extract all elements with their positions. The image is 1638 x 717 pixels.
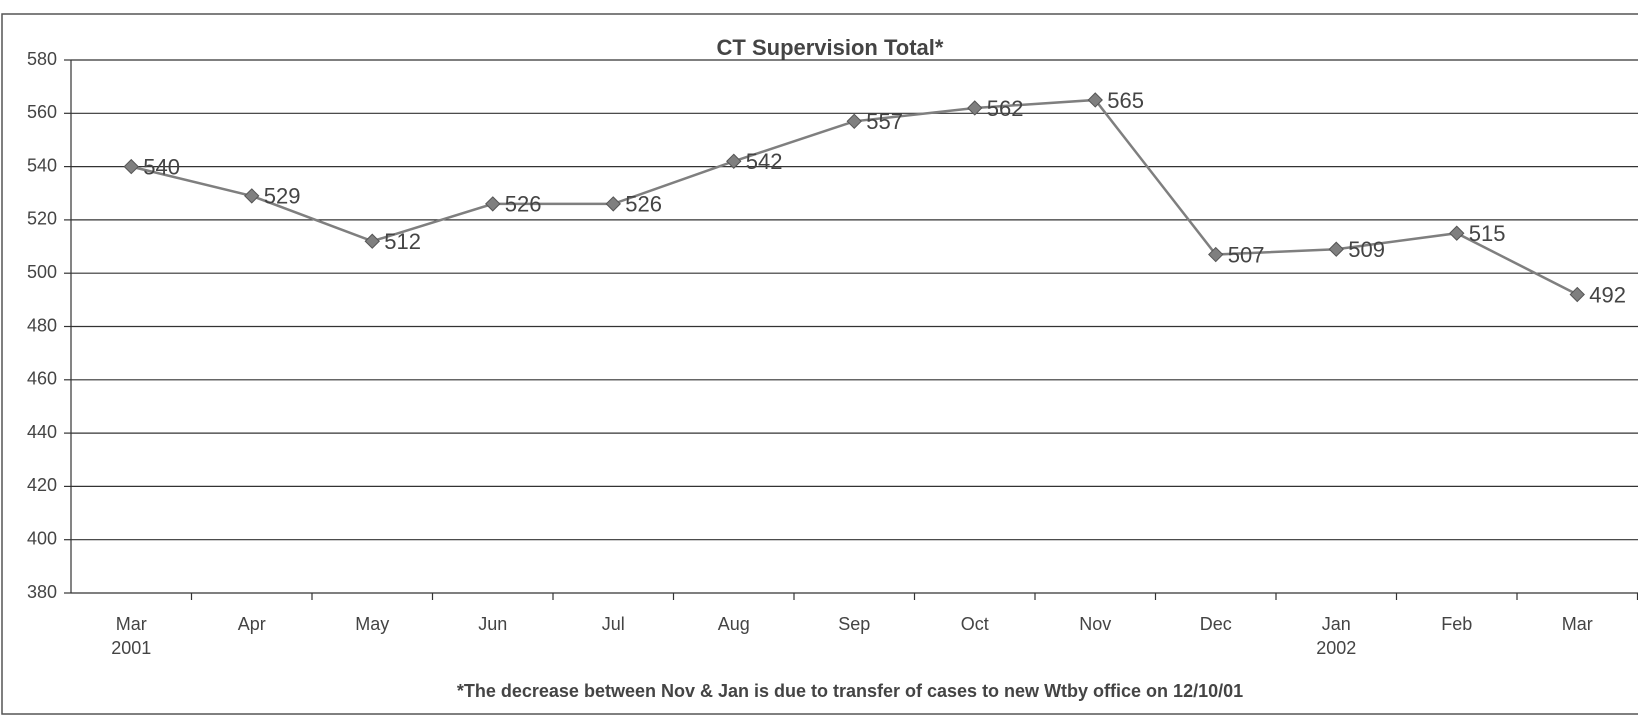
x-tick-label: Dec (1200, 614, 1232, 634)
chart-title: CT Supervision Total* (717, 35, 944, 60)
x-tick-label-line: 2001 (111, 638, 151, 658)
data-label: 540 (143, 154, 180, 179)
marker (846, 113, 862, 130)
x-tick-label-line: Mar (116, 614, 147, 634)
x-tick-label: Aug (718, 614, 750, 634)
y-tick-label: 560 (27, 102, 57, 122)
data-label: 557 (866, 109, 903, 134)
chart-frame (1, 13, 1638, 715)
marker (726, 153, 742, 169)
y-tick-label: 400 (27, 528, 57, 548)
marker (1328, 241, 1344, 257)
data-label: 509 (1348, 237, 1385, 262)
x-tick-label: Jan 2002 (1316, 614, 1356, 658)
y-tick-label: 460 (27, 369, 57, 389)
data-label: 512 (384, 229, 421, 254)
y-tick-label: 380 (27, 582, 57, 602)
y-tick-label: 420 (27, 475, 57, 495)
line (130, 98, 1578, 296)
data-label: 507 (1228, 242, 1265, 267)
y-tick-label: 540 (27, 155, 57, 175)
marker (244, 188, 260, 204)
data-label: 526 (625, 192, 662, 217)
marker (967, 100, 983, 116)
data-label: 515 (1469, 221, 1506, 246)
x-tick-label: Mar (1562, 614, 1593, 634)
x-tick-label: Sep (838, 614, 870, 634)
y-tick-label: 580 (27, 49, 57, 69)
marker (485, 196, 501, 212)
marker (1208, 246, 1224, 263)
x-tick-label-line: Jan (1322, 614, 1351, 634)
data-label: 565 (1107, 88, 1144, 113)
x-tick-label: Oct (961, 614, 989, 634)
x-tick-label-line: 2002 (1316, 638, 1356, 658)
annotation: *The decrease between Nov & Jan is due t… (457, 681, 1243, 701)
x-tick-label: May (355, 614, 389, 634)
marker (1569, 286, 1585, 303)
data-label: 492 (1589, 282, 1626, 307)
y-tick-label: 480 (27, 315, 57, 335)
x-tick-label: Mar 2001 (111, 614, 151, 658)
marker (364, 233, 380, 249)
y-tick-label: 440 (27, 422, 57, 442)
x-tick-label: Apr (238, 614, 266, 634)
y-tick-label: 520 (27, 209, 57, 229)
y-tick-label: 500 (27, 262, 57, 282)
marker (605, 196, 621, 212)
data-label: 526 (505, 192, 542, 217)
marker (1449, 225, 1465, 241)
x-tick-label: Feb (1441, 614, 1472, 634)
marker (123, 158, 139, 175)
marker (1087, 92, 1103, 108)
x-tick-label: Jun (478, 614, 507, 634)
data-label: 529 (264, 184, 301, 209)
data-label: 542 (746, 149, 783, 174)
x-tick-label: Jul (602, 614, 625, 634)
x-tick-label: Nov (1079, 614, 1111, 634)
data-label: 562 (987, 96, 1024, 121)
